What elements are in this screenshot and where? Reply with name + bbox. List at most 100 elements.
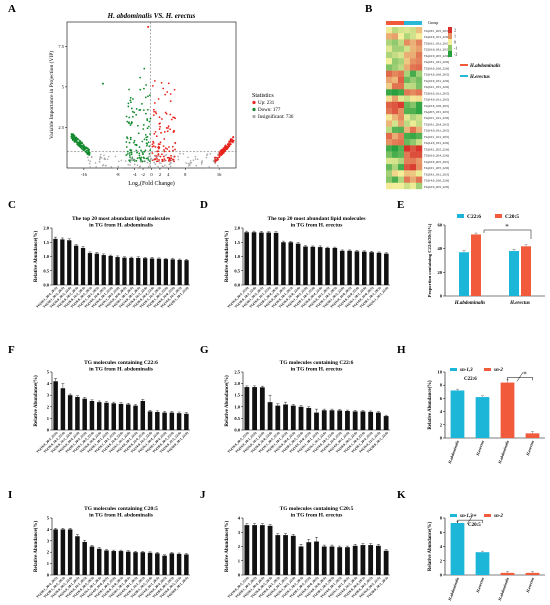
category-label: H.erectus [509, 301, 530, 306]
volcano-point [142, 124, 145, 126]
heatmap-cell [410, 145, 417, 152]
volcano-point [159, 141, 162, 144]
bar [354, 251, 360, 285]
category-label: H.erectus [524, 439, 535, 457]
volcano-ylabel: Variable Importance in Projection (VIP) [48, 51, 55, 139]
volcano-point [144, 149, 147, 152]
y-tick-label: 2 [47, 550, 50, 555]
volcano-point [90, 155, 93, 158]
category-label: H.abdominalis [447, 576, 461, 602]
volcano-point [138, 166, 141, 168]
volcano-point [229, 139, 232, 142]
volcano-point [164, 93, 167, 96]
bar [332, 247, 338, 285]
y-axis-label: Relative Abundance(%) [225, 231, 230, 283]
bar [329, 546, 335, 575]
heatmap-cell [398, 151, 405, 159]
bar [368, 545, 374, 575]
heatmap-cell [398, 132, 405, 140]
bar [321, 546, 327, 575]
volcano-point [148, 145, 151, 148]
volcano-point [148, 120, 151, 123]
y-tick-label: 2 [47, 404, 50, 409]
volcano-point [171, 145, 174, 148]
heatmap-cell [410, 164, 417, 171]
y-tick-label: 0 [440, 573, 443, 578]
volcano-point [129, 149, 132, 152]
volcano-point [167, 125, 170, 128]
volcano-point [106, 158, 109, 160]
bar [283, 535, 288, 575]
volcano-point [82, 144, 85, 146]
volcano-point [128, 159, 131, 162]
volcano-point [130, 122, 133, 125]
bar [525, 433, 540, 438]
volcano-point [177, 158, 180, 161]
volcano-point [152, 158, 154, 161]
x-tick-label: 0 [150, 172, 153, 177]
panel-letter-j: J [200, 489, 206, 501]
volcano-point [221, 150, 224, 153]
heatmap-cell [416, 89, 423, 96]
heatmap-cell [410, 182, 417, 190]
volcano-point [146, 119, 149, 122]
volcano-point [138, 154, 141, 157]
volcano-point [157, 150, 159, 153]
heatmap-row-label: TG(16:0_16:1_22:6) [424, 35, 449, 39]
y-tick-label: 0 [238, 573, 241, 578]
volcano-point [131, 110, 134, 113]
heatmap-row-label: TG(14:0_18:1_22:6) [424, 141, 449, 145]
volcano-point [131, 115, 134, 118]
volcano-point [119, 167, 122, 169]
legend-item: sn-1,3 [459, 514, 473, 519]
volcano-point [104, 158, 107, 160]
y-tick-label: 3 [238, 530, 241, 535]
bar [101, 255, 106, 285]
bar [267, 402, 273, 430]
volcano-point [170, 154, 172, 157]
volcano-point [143, 67, 146, 70]
bar [352, 545, 358, 575]
heatmap-cell [410, 114, 417, 121]
heatmap-cell [404, 95, 411, 102]
bar [267, 525, 273, 575]
volcano-point [72, 135, 75, 138]
volcano-point [129, 96, 132, 99]
volcano-point [140, 149, 142, 152]
volcano-point [217, 166, 220, 169]
y-tick-label: 0.0 [234, 283, 240, 288]
heatmap-cell [386, 45, 393, 53]
volcano-point [144, 133, 147, 136]
volcano-point [133, 139, 136, 142]
volcano-point [143, 138, 146, 141]
volcano-point [185, 162, 187, 164]
bar [67, 240, 72, 285]
volcano-point [154, 111, 157, 113]
volcano-point [85, 147, 88, 150]
volcano-point [87, 147, 89, 150]
volcano-point [169, 159, 172, 162]
volcano-point [158, 162, 161, 164]
volcano-point [227, 143, 229, 146]
volcano-point [158, 146, 161, 149]
volcano-point [117, 165, 120, 168]
heatmap-cell [404, 157, 411, 165]
volcano-point [77, 138, 80, 141]
heatmap-cell [392, 108, 399, 115]
volcano-point [170, 118, 173, 121]
bar [450, 390, 465, 438]
group-name: H.abdominalis [469, 64, 500, 69]
heatmap-cell [404, 132, 411, 140]
bar [283, 404, 288, 430]
chart-subtitle: in TG from H. abdominalis [89, 223, 153, 229]
volcano-point [125, 115, 128, 118]
volcano-point [76, 137, 78, 140]
heatmap-cell [416, 145, 423, 152]
volcano-point [153, 133, 156, 135]
bar [521, 246, 531, 296]
heatmap-row-label: TG(18:1_20:5_20:5) [424, 29, 449, 33]
category-label: H.erectus [474, 439, 485, 457]
y-tick-label: 1 [238, 558, 241, 563]
bar [303, 246, 308, 285]
